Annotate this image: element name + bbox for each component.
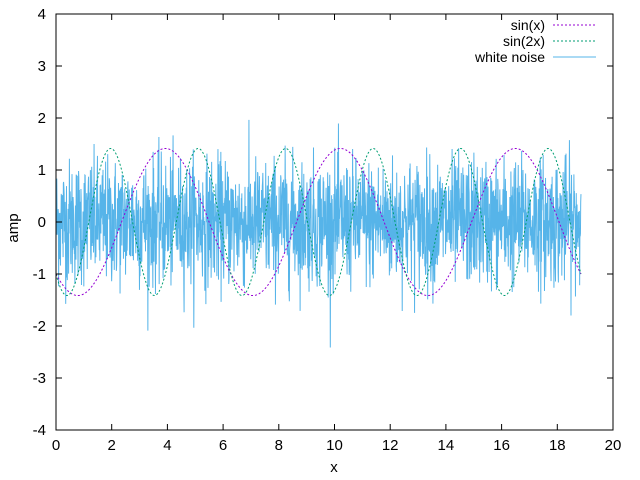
x-tick-label: 10 bbox=[326, 437, 343, 454]
legend-label-0: sin(x) bbox=[511, 17, 545, 33]
y-tick-label: 1 bbox=[38, 162, 46, 179]
y-tick-label: -4 bbox=[33, 422, 46, 439]
x-tick-label: 14 bbox=[438, 437, 455, 454]
y-axis-label: amp bbox=[5, 213, 22, 242]
x-tick-label: 4 bbox=[163, 437, 171, 454]
y-tick-label: -2 bbox=[33, 318, 46, 335]
x-tick-label: 12 bbox=[382, 437, 399, 454]
y-tick-label: 2 bbox=[38, 110, 46, 127]
x-tick-label: 8 bbox=[275, 437, 283, 454]
x-tick-label: 2 bbox=[108, 437, 116, 454]
x-tick-label: 0 bbox=[52, 437, 60, 454]
y-tick-label: -1 bbox=[33, 266, 46, 283]
y-tick-label: 4 bbox=[38, 6, 46, 23]
x-tick-label: 16 bbox=[493, 437, 510, 454]
legend: sin(x)sin(2x)white noise bbox=[474, 17, 596, 65]
series-layer bbox=[55, 119, 582, 348]
x-tick-label: 20 bbox=[605, 437, 622, 454]
x-axis-label: x bbox=[330, 459, 338, 476]
series-white-noise bbox=[55, 119, 582, 348]
series-sin-x bbox=[55, 147, 582, 297]
series-sin-2x bbox=[55, 148, 582, 296]
legend-label-2: white noise bbox=[474, 49, 545, 65]
x-tick-label: 6 bbox=[219, 437, 227, 454]
legend-label-1: sin(2x) bbox=[503, 33, 545, 49]
y-tick-label: -3 bbox=[33, 370, 46, 387]
y-tick-label: 3 bbox=[38, 58, 46, 75]
y-tick-label: 0 bbox=[38, 214, 46, 231]
x-tick-label: 18 bbox=[549, 437, 566, 454]
